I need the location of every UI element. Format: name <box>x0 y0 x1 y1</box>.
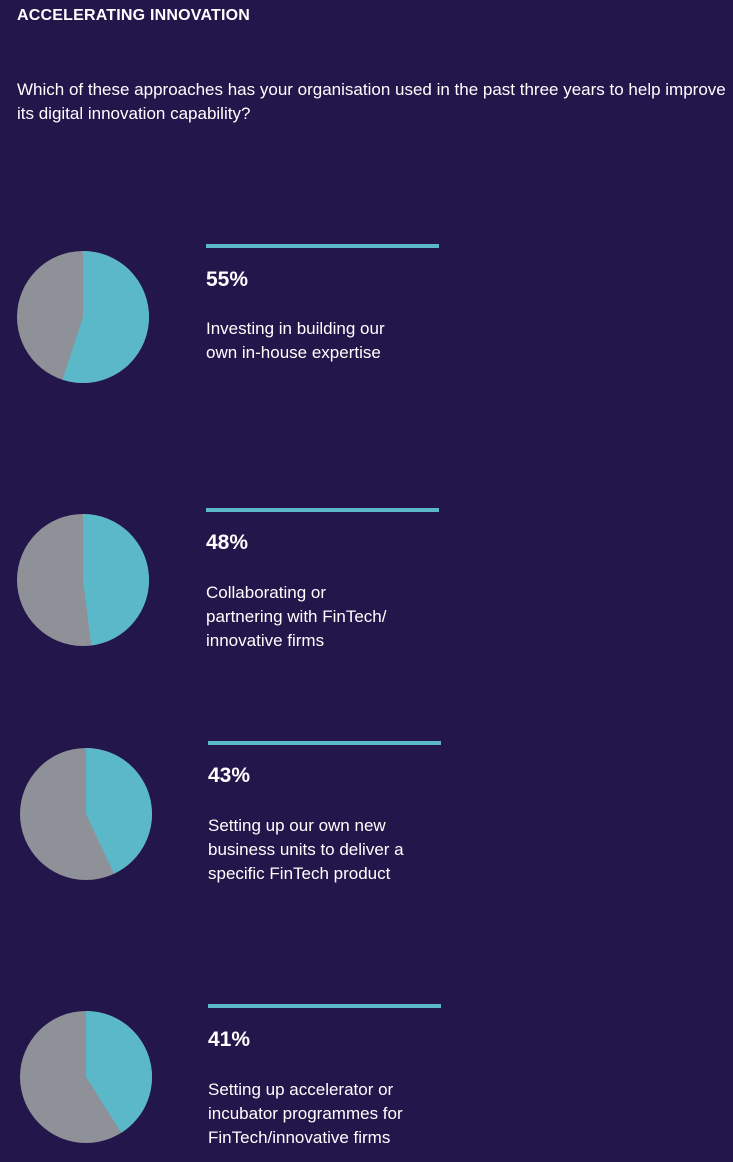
percent-value: 43% <box>208 764 251 787</box>
pie-chart <box>20 748 153 880</box>
approach-label: Setting up our own new business units to… <box>208 816 404 883</box>
pie-value-slice <box>86 748 153 874</box>
stat-item-fintech-partnering: 48% Collaborating or partnering with Fin… <box>0 508 733 678</box>
survey-question: Which of these approaches has your organ… <box>17 80 726 123</box>
pie-value-slice <box>86 1011 153 1133</box>
page-title: ACCELERATING INNOVATION <box>17 7 251 24</box>
approach-label: Setting up accelerator or incubator prog… <box>208 1080 403 1147</box>
stat-item-new-business-units: 43% Setting up our own new business unit… <box>0 741 733 911</box>
pie-chart <box>20 1011 153 1143</box>
percent-value: 41% <box>208 1028 251 1051</box>
pie-chart <box>17 514 150 646</box>
percent-value: 48% <box>206 531 249 554</box>
pie-value-slice <box>83 514 150 646</box>
percent-value: 55% <box>206 268 249 291</box>
stat-item-accelerator-programmes: 41% Setting up accelerator or incubator … <box>0 1004 733 1162</box>
approach-label: Investing in building our own in-house e… <box>206 319 385 362</box>
pie-value-slice <box>62 251 149 383</box>
accent-rule <box>206 508 439 512</box>
pie-chart <box>17 251 149 383</box>
approach-label: Collaborating or partnering with FinTech… <box>206 583 387 650</box>
stat-item-in-house-expertise: 55% Investing in building our own in-hou… <box>0 244 733 414</box>
accent-rule <box>208 741 441 745</box>
accent-rule <box>208 1004 441 1008</box>
accent-rule <box>206 244 439 248</box>
